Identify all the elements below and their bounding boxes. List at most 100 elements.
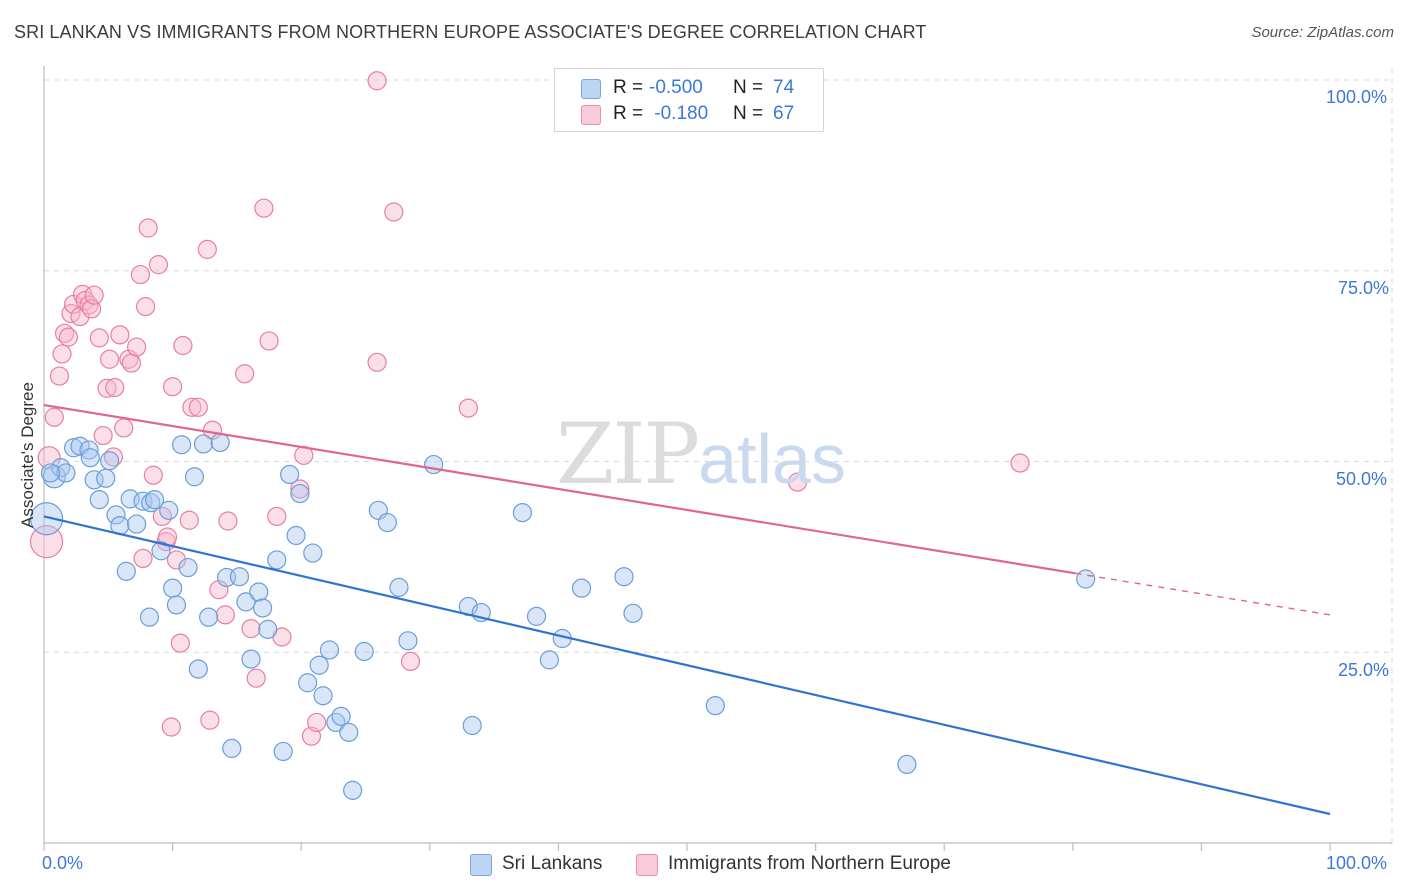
data-point <box>193 434 214 454</box>
data-point <box>93 425 113 446</box>
trend-line-dashed <box>1075 572 1331 616</box>
data-point <box>80 448 100 468</box>
data-point <box>63 438 84 458</box>
data-point <box>126 514 147 534</box>
sri-lankan-points <box>29 432 1096 800</box>
data-point <box>259 331 279 351</box>
axes <box>43 66 1392 851</box>
correlation-legend: R = -0.500 N = 74 R = -0.180 N = 67 <box>554 68 824 132</box>
data-point <box>222 738 242 758</box>
data-point <box>398 631 418 651</box>
x-tick-label-0: 0.0% <box>42 853 84 873</box>
legend-r-value: -0.500 <box>649 77 703 98</box>
data-point <box>258 619 278 639</box>
data-point <box>29 502 64 536</box>
data-point <box>172 435 192 455</box>
data-point <box>331 706 351 726</box>
data-point <box>135 297 156 317</box>
data-point <box>182 397 202 417</box>
data-point <box>188 397 208 417</box>
data-point <box>37 446 61 470</box>
data-point <box>126 337 147 357</box>
data-point <box>163 377 183 397</box>
data-point <box>267 550 287 570</box>
data-point <box>235 364 255 384</box>
x-tick-label-100: 100.0% <box>1326 853 1388 873</box>
data-point <box>526 606 547 626</box>
data-point <box>188 659 208 679</box>
data-point <box>313 686 333 706</box>
data-point <box>166 550 187 570</box>
trend-lines <box>43 403 1331 816</box>
data-point <box>84 285 104 305</box>
watermark-zip: ZIP <box>556 405 700 503</box>
data-point <box>144 490 165 510</box>
y-tick-label-100: 100.0% <box>1326 87 1388 107</box>
data-point <box>209 580 229 600</box>
data-point <box>273 741 293 762</box>
data-point <box>159 500 179 520</box>
data-point <box>241 618 261 639</box>
data-point <box>197 239 217 259</box>
data-point <box>54 323 75 343</box>
data-point <box>199 607 219 627</box>
data-point <box>539 650 559 670</box>
legend-swatch-pink <box>636 854 658 876</box>
legend-n-label: N = <box>733 77 764 98</box>
chart-source: Source: ZipAtlas.com <box>1251 24 1394 41</box>
legend-swatch-blue <box>470 854 492 876</box>
data-point <box>110 325 130 345</box>
data-point <box>173 335 193 356</box>
northern-europe-points <box>29 71 1030 746</box>
data-point <box>163 578 183 598</box>
data-point <box>148 255 169 275</box>
data-point <box>116 561 136 581</box>
legend-series-name: Immigrants from Northern Europe <box>668 853 951 874</box>
data-point <box>139 607 160 627</box>
data-point <box>1010 453 1030 473</box>
data-point <box>58 327 79 347</box>
data-point <box>290 483 310 504</box>
data-point <box>787 472 808 492</box>
data-point <box>462 715 482 736</box>
data-point <box>367 352 387 372</box>
data-point <box>161 717 181 737</box>
data-point <box>51 458 71 478</box>
data-point <box>166 595 187 615</box>
data-point <box>218 511 238 531</box>
data-point <box>290 479 310 499</box>
data-point <box>114 418 134 438</box>
data-point <box>458 398 478 418</box>
data-point <box>354 641 374 662</box>
legend-r-label: R = <box>613 77 644 98</box>
data-point <box>29 525 64 559</box>
legend-r-value: -0.180 <box>649 103 709 124</box>
y-axis-label: Associate's Degree <box>18 382 37 528</box>
legend-r-label: R = <box>613 103 644 124</box>
data-point <box>249 582 269 602</box>
data-point <box>303 543 323 563</box>
data-point <box>254 198 274 218</box>
data-point <box>49 366 70 386</box>
data-point <box>280 464 300 485</box>
data-point <box>512 503 532 523</box>
data-point <box>143 465 163 485</box>
data-point <box>614 567 634 587</box>
data-point <box>229 567 250 587</box>
data-point <box>99 349 120 369</box>
data-point <box>267 506 287 527</box>
data-point <box>384 202 404 222</box>
data-point <box>133 548 153 569</box>
data-point <box>367 71 387 91</box>
data-point <box>246 668 266 688</box>
trend-line-solid <box>43 515 1331 816</box>
data-point <box>151 541 171 561</box>
data-point <box>178 557 198 578</box>
data-point <box>400 651 421 672</box>
data-point <box>309 655 329 675</box>
data-point <box>897 754 917 775</box>
legend-swatch-blue <box>581 79 601 99</box>
data-point <box>89 490 109 510</box>
legend-n-label: N = <box>733 103 764 124</box>
